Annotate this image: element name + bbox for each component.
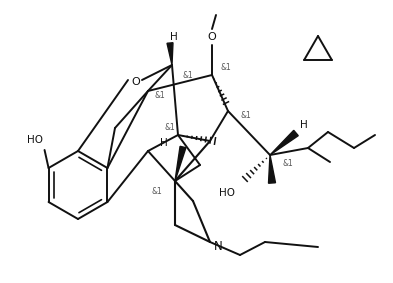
Text: N: N <box>214 239 222 252</box>
Text: H: H <box>160 138 168 148</box>
Text: &1: &1 <box>152 186 162 196</box>
Text: &1: &1 <box>165 123 175 132</box>
Text: HO: HO <box>27 135 42 145</box>
Text: &1: &1 <box>241 112 252 121</box>
Text: &1: &1 <box>283 158 294 168</box>
Text: H: H <box>300 120 308 130</box>
Text: &1: &1 <box>154 91 165 100</box>
Polygon shape <box>175 146 186 181</box>
Text: O: O <box>208 32 217 42</box>
Polygon shape <box>167 43 173 65</box>
Text: &1: &1 <box>183 70 193 80</box>
Text: &1: &1 <box>220 63 231 72</box>
Text: H: H <box>170 32 178 42</box>
Polygon shape <box>270 130 298 155</box>
Polygon shape <box>268 155 275 183</box>
Text: O: O <box>132 77 140 87</box>
Text: HO: HO <box>219 188 235 198</box>
